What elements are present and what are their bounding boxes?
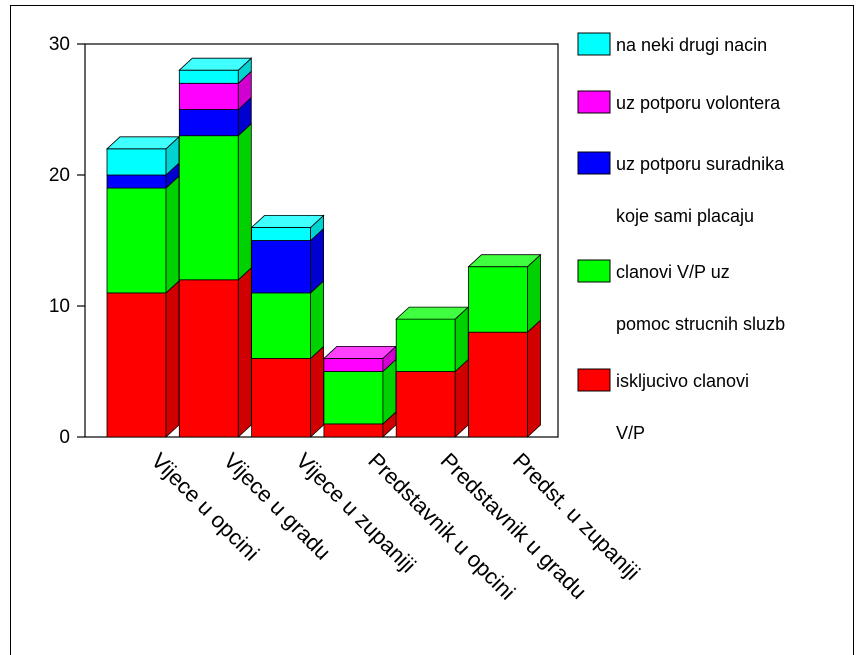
bar-top [178,57,253,71]
bar-segment-side [165,175,180,294]
legend-label: V/P [616,423,645,443]
bar-segment [106,292,167,438]
bar-segment-side [310,279,325,360]
legend-label: koje sami placaju [616,206,754,226]
legend-item: uz potporu volontera [577,90,781,114]
bar-segment [178,135,239,281]
legend-label: iskljucivo clanovi [616,371,749,391]
bar-stack [250,214,325,438]
bar-segment [323,357,384,372]
legend-item: iskljucivo clanovi V/P [577,368,749,443]
bar-segment [468,266,528,333]
legend-label: clanovi V/P uz [616,262,730,282]
bar-segment-side [527,319,541,438]
bar-segment [178,69,239,84]
bar-segment [106,148,167,176]
bar-segment [395,371,456,438]
legend-swatch [577,32,611,56]
bar-top [105,136,181,150]
legend: na neki drugi nacin uz potporu volontera u… [577,32,785,443]
bars [105,57,542,438]
bar-stack [395,306,470,438]
bar-segment [251,292,312,359]
bar-segment [323,423,384,438]
y-tick-label: 30 [49,34,70,55]
y-tick-label: 10 [49,296,70,317]
bar-segment [251,240,312,294]
y-tick-label: 0 [59,427,70,448]
x-tick-label: Predst. u zupaniji [508,448,645,585]
bar-segment-side [310,345,325,438]
legend-label: pomoc strucnih sluzb [616,314,785,334]
bar-segment [395,318,456,372]
legend-swatch [577,368,611,392]
bar-top [250,214,325,228]
legend-label: uz potporu suradnika [616,154,785,174]
bar-segment-side [165,279,180,438]
legend-swatch [577,259,611,283]
bar-segment [178,279,239,438]
legend-label: na neki drugi nacin [616,35,767,55]
bar-stack [322,345,397,438]
bar-segment [106,187,167,294]
bar-top [322,345,397,359]
y-axis: 0 10 20 30 [49,34,85,448]
legend-item: clanovi V/P uz pomoc strucnih sluzb [577,259,785,334]
bar-segment-side [237,122,252,281]
bar-top [467,254,542,268]
bar-segment [468,331,528,438]
bar-stack [467,253,542,438]
bar-segment [178,82,239,110]
bar-stack [178,57,253,438]
bar-segment [251,226,312,241]
legend-label: uz potporu volontera [616,93,781,113]
bar-segment [251,357,312,438]
bar-segment [178,109,239,137]
legend-swatch [577,90,611,114]
chart-frame [10,5,854,655]
bar-segment [323,371,384,425]
bar-top [395,306,470,320]
legend-item: uz potporu suradnika koje sami placaju [577,151,785,226]
legend-item: na neki drugi nacin [577,32,767,56]
legend-swatch [577,151,611,175]
bar-segment-side [527,253,541,334]
bar-stack [105,135,181,438]
bar-segment [106,174,167,189]
bar-segment-side [237,266,252,438]
bar-segment-side [454,358,469,438]
y-tick-label: 20 [49,165,70,186]
